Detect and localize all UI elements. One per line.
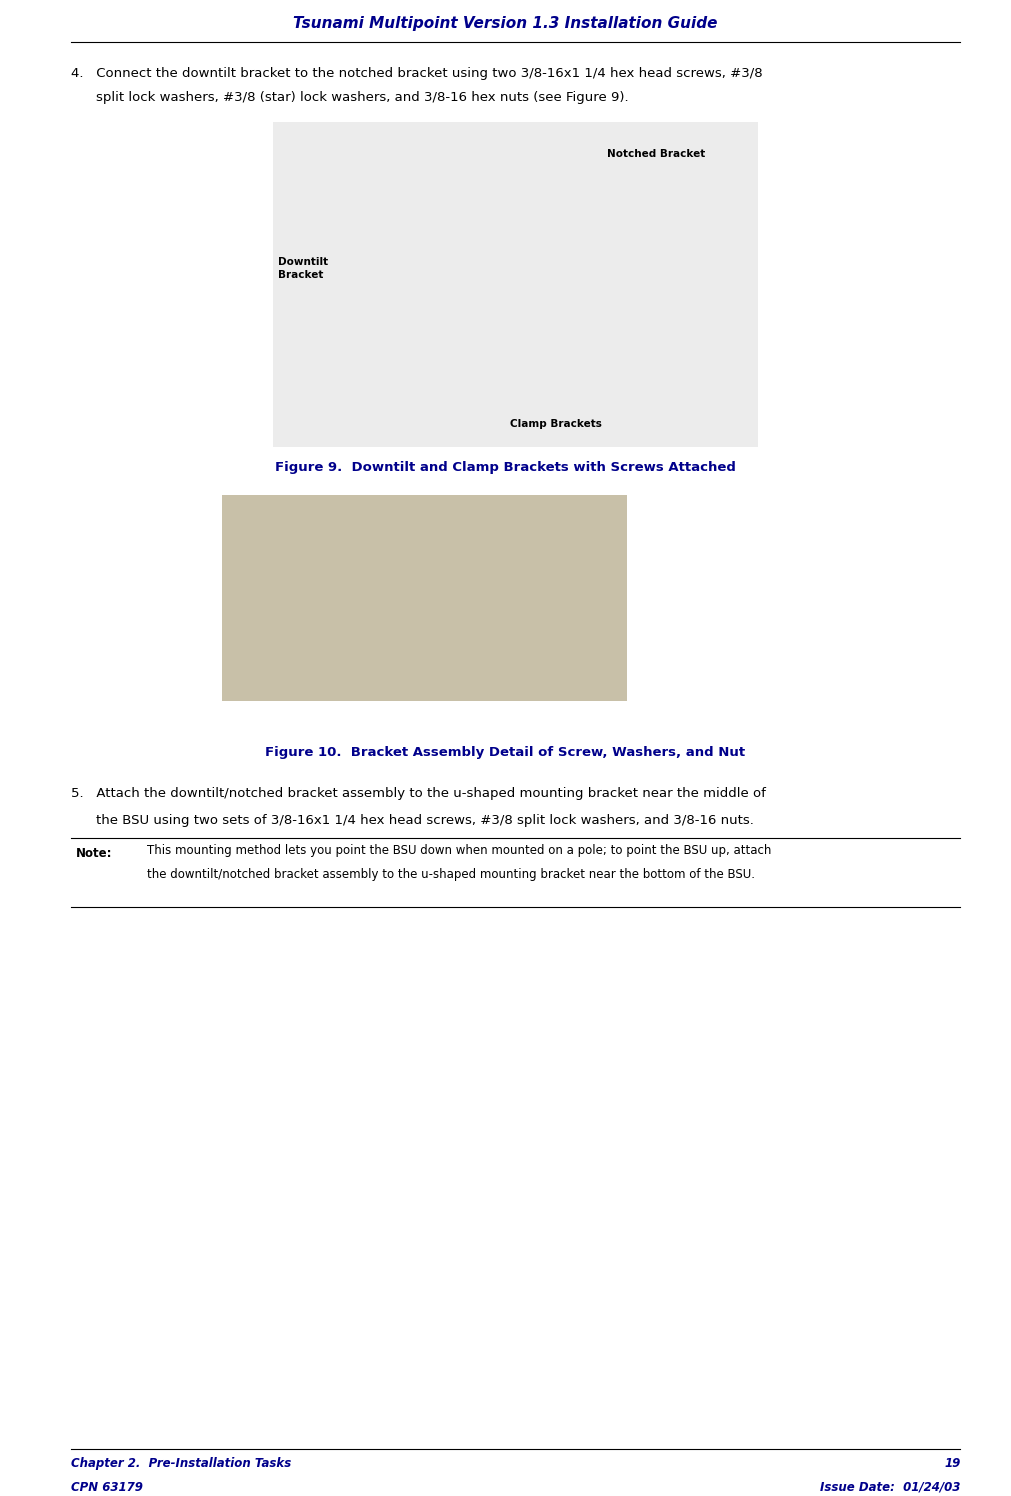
Text: CPN 63179: CPN 63179 [71,1481,143,1493]
Text: Clamp Brackets: Clamp Brackets [511,419,602,429]
Text: Figure 10.  Bracket Assembly Detail of Screw, Washers, and Nut: Figure 10. Bracket Assembly Detail of Sc… [266,745,745,758]
Text: Downtilt
Bracket: Downtilt Bracket [278,257,329,280]
Bar [222,495,627,700]
Text: the BSU using two sets of 3/8-16x1 1/4 hex head screws, #3/8 split lock washers,: the BSU using two sets of 3/8-16x1 1/4 h… [96,814,754,827]
Text: 5.   Attach the downtilt/notched bracket assembly to the u-shaped mounting brack: 5. Attach the downtilt/notched bracket a… [71,787,765,800]
Bar [273,123,758,447]
Text: Tsunami Multipoint Version 1.3 Installation Guide: Tsunami Multipoint Version 1.3 Installat… [293,16,718,31]
Text: Note:: Note: [76,847,112,860]
Text: Chapter 2.  Pre-Installation Tasks: Chapter 2. Pre-Installation Tasks [71,1457,291,1469]
Text: Issue Date:  01/24/03: Issue Date: 01/24/03 [820,1481,960,1493]
Text: the downtilt/notched bracket assembly to the u-shaped mounting bracket near the : the downtilt/notched bracket assembly to… [147,868,754,881]
Text: 4.   Connect the downtilt bracket to the notched bracket using two 3/8-16x1 1/4 : 4. Connect the downtilt bracket to the n… [71,67,762,81]
Text: Figure 9.  Downtilt and Clamp Brackets with Screws Attached: Figure 9. Downtilt and Clamp Brackets wi… [275,461,736,474]
Text: This mounting method lets you point the BSU down when mounted on a pole; to poin: This mounting method lets you point the … [147,844,771,857]
Text: 19: 19 [944,1457,960,1469]
Text: Notched Bracket: Notched Bracket [607,150,705,159]
Text: split lock washers, #3/8 (star) lock washers, and 3/8-16 hex nuts (see Figure 9): split lock washers, #3/8 (star) lock was… [96,91,629,103]
